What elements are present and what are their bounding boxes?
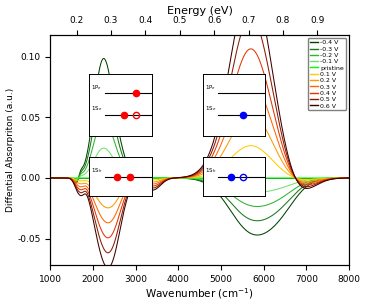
Y-axis label: Diffential Absorpriton (a.u.): Diffential Absorpriton (a.u.) (5, 88, 15, 212)
X-axis label: Wavenumber (cm$^{-1}$): Wavenumber (cm$^{-1}$) (145, 287, 254, 301)
X-axis label: Energy (eV): Energy (eV) (167, 6, 233, 16)
Legend: -0.4 V, -0.3 V, -0.2 V, -0.1 V, pristine, 0.1 V, 0.2 V, 0.3 V, 0.4 V, 0.5 V, 0.6: -0.4 V, -0.3 V, -0.2 V, -0.1 V, pristine… (308, 38, 346, 111)
